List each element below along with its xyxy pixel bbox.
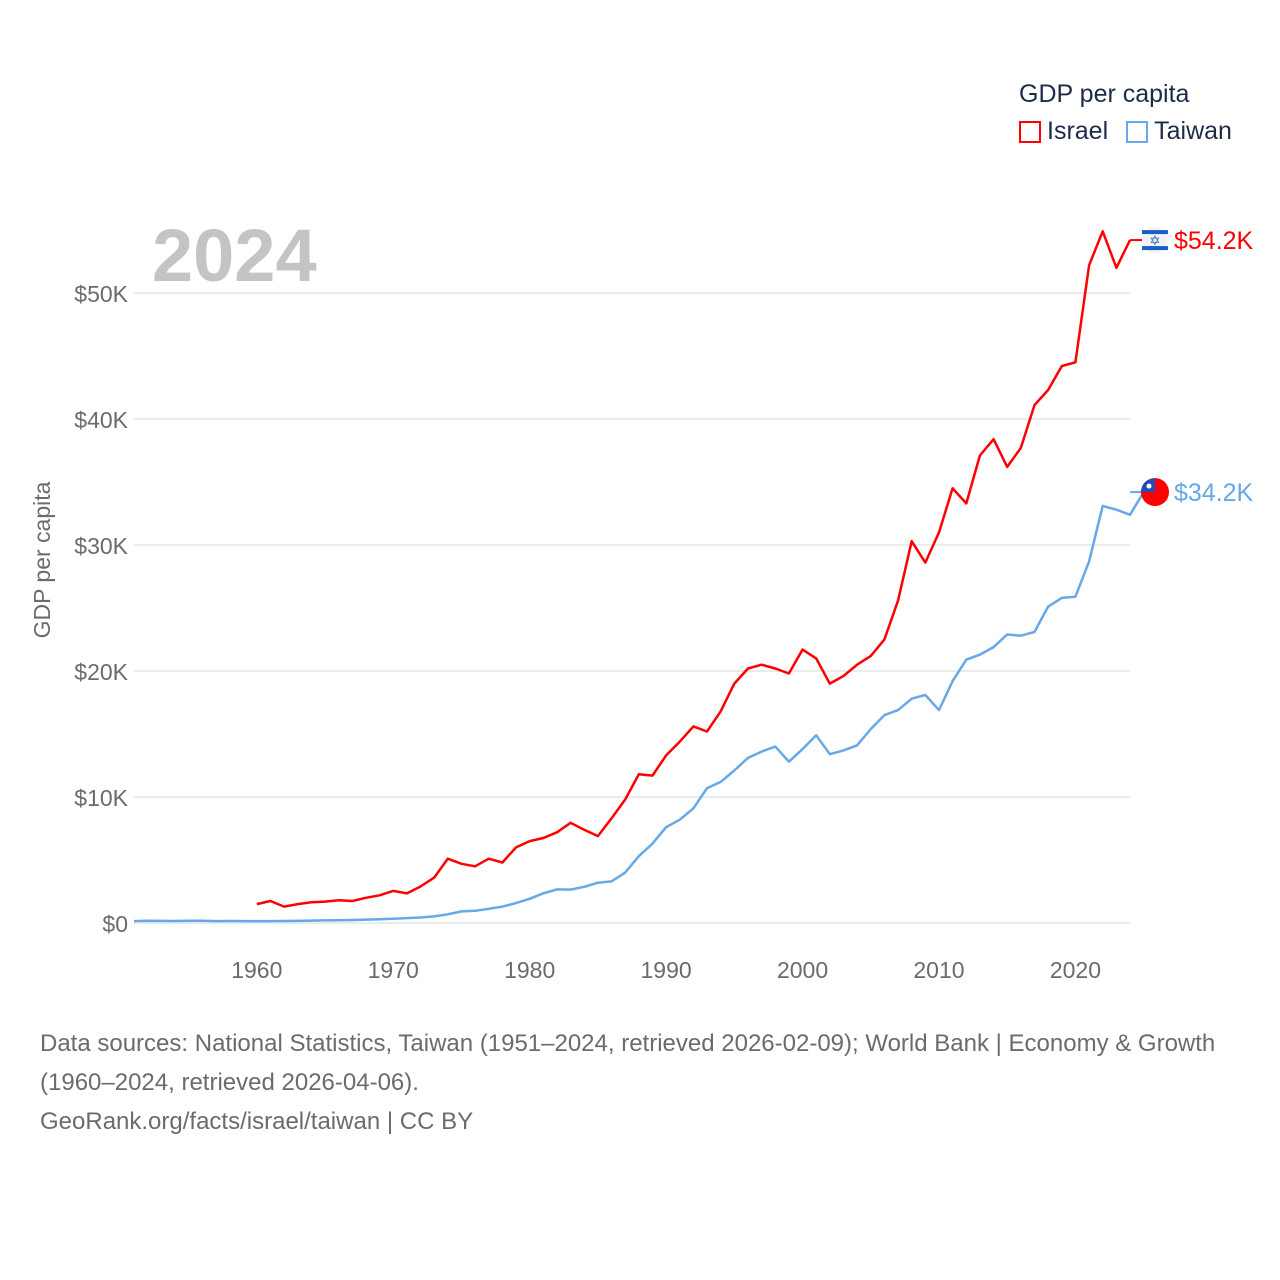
x-tick-label: 1980	[504, 957, 555, 983]
legend-label: Taiwan	[1154, 117, 1232, 145]
legend-label: Israel	[1047, 117, 1109, 145]
legend: GDP per capita Israel Taiwan	[1019, 80, 1232, 146]
footer: Data sources: National Statistics, Taiwa…	[40, 1024, 1240, 1141]
x-tick-label: 1990	[641, 957, 692, 983]
x-tick-label: 1970	[368, 957, 419, 983]
israel-flag-icon: ✡	[1142, 227, 1168, 254]
x-tick-label: 2020	[1050, 957, 1101, 983]
series-lines	[133, 230, 1145, 923]
legend-swatch-israel	[1019, 120, 1041, 143]
y-tick-label: $10K	[74, 785, 128, 811]
line-chart: 2024 $0 $10K $20K $30K $40K $50K 1960 1970 1980…	[29, 214, 1254, 983]
y-tick-label: $20K	[74, 659, 128, 685]
credit-link[interactable]: GeoRank.org/facts/israel/taiwan | CC BY	[40, 1108, 474, 1135]
end-value-label: $34.2K	[1174, 479, 1254, 507]
gridlines	[134, 292, 1130, 924]
legend-swatch-taiwan	[1126, 120, 1149, 143]
end-value-label: $54.2K	[1174, 227, 1254, 255]
end-labels: ✡ $54.2K $34.2K	[1130, 227, 1254, 507]
x-tick-label: 2000	[777, 957, 828, 983]
svg-text:✡: ✡	[1150, 233, 1161, 248]
legend-item-taiwan[interactable]: Taiwan	[1126, 117, 1232, 146]
y-tick-label: $30K	[74, 533, 128, 559]
legend-item-israel[interactable]: Israel	[1019, 117, 1108, 146]
y-axis: $0 $10K $20K $30K $40K $50K	[74, 281, 128, 937]
y-tick-label: $0	[102, 911, 128, 937]
series-line-taiwan	[133, 491, 1145, 923]
x-axis: 1960 1970 1980 1990 2000 2010 2020	[231, 957, 1101, 983]
x-tick-label: 2010	[913, 957, 964, 983]
data-sources: Data sources: National Statistics, Taiwa…	[40, 1030, 1216, 1096]
y-axis-label: GDP per capita	[29, 481, 55, 638]
legend-title: GDP per capita	[1019, 80, 1190, 108]
taiwan-flag-icon	[1141, 478, 1169, 507]
year-watermark: 2024	[152, 214, 317, 297]
series-line-israel	[256, 230, 1132, 908]
y-tick-label: $50K	[74, 281, 128, 307]
y-tick-label: $40K	[74, 407, 128, 433]
x-tick-label: 1960	[231, 957, 282, 983]
